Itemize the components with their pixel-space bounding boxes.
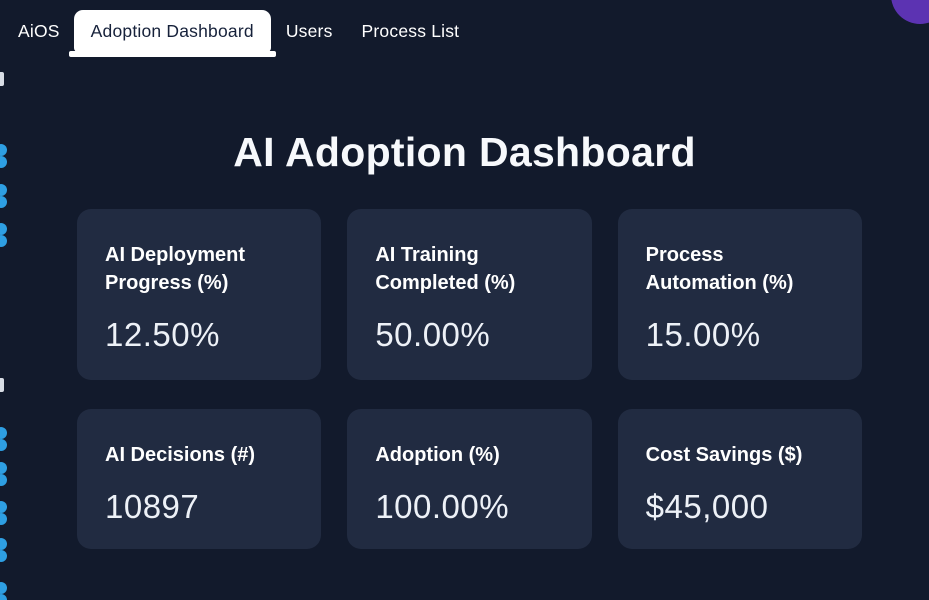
bullet-dot-icon <box>0 427 7 439</box>
bullet-dot-icon <box>0 462 7 474</box>
tab-process-list[interactable]: Process List <box>361 21 460 41</box>
metric-value: 10897 <box>105 488 200 525</box>
tab-users[interactable]: Users <box>285 21 333 41</box>
bullet-dot-icon <box>0 501 7 513</box>
edge-marker-icon <box>0 72 4 86</box>
bullet-dot-icon <box>0 156 7 168</box>
page-title: AI Adoption Dashboard <box>233 129 696 175</box>
metric-label: Adoption (%) <box>375 444 500 466</box>
metric-card-cost-savings: Cost Savings ($) $45,000 <box>617 409 862 549</box>
bullet-dot-icon <box>0 513 7 525</box>
edge-marker-icon <box>0 378 4 392</box>
metric-card-process-automation: Process Automation (%) 15.00% <box>617 209 862 380</box>
metric-card-ai-training-completed: AI Training Completed (%) 50.00% <box>347 209 592 380</box>
metric-value: 12.50% <box>105 316 220 353</box>
metric-value: 15.00% <box>645 316 761 353</box>
bullet-dot-icon <box>0 582 7 594</box>
bullet-dot-icon <box>0 235 7 247</box>
bullet-dot-icon <box>0 439 7 451</box>
metric-label: Cost Savings ($) <box>645 444 803 466</box>
bullet-dot-icon <box>0 184 7 196</box>
tab-adoption-dashboard-label: Adoption Dashboard <box>90 20 254 41</box>
top-nav: AiOS Adoption Dashboard Users Process Li… <box>0 0 929 63</box>
metric-value: 100.00% <box>375 488 510 525</box>
bullet-dot-icon <box>0 550 7 562</box>
bullet-dot-icon <box>0 538 7 550</box>
tab-aios[interactable]: AiOS <box>18 21 60 41</box>
metric-value: $45,000 <box>645 488 769 525</box>
metric-label: AI Decisions (#) <box>105 444 256 466</box>
metric-value: 50.00% <box>375 316 491 353</box>
bullet-dot-icon <box>0 223 7 235</box>
bullet-dot-icon <box>0 594 7 600</box>
metric-label: AI Deployment Progress (%) <box>105 244 246 294</box>
metric-label: Process Automation (%) <box>645 244 794 294</box>
tab-adoption-dashboard[interactable]: Adoption Dashboard <box>68 9 276 57</box>
bullet-dot-icon <box>0 144 7 156</box>
metric-label: AI Training Completed (%) <box>375 244 516 294</box>
metric-card-adoption: Adoption (%) 100.00% <box>347 409 592 549</box>
bullet-dot-icon <box>0 196 7 208</box>
metrics-grid: AI Deployment Progress (%) 12.50% AI Tra… <box>77 209 862 549</box>
bullet-dot-icon <box>0 474 7 486</box>
active-tab-underline <box>68 50 276 57</box>
metric-card-ai-deployment-progress: AI Deployment Progress (%) 12.50% <box>77 209 322 380</box>
metric-card-ai-decisions: AI Decisions (#) 10897 <box>77 409 322 549</box>
